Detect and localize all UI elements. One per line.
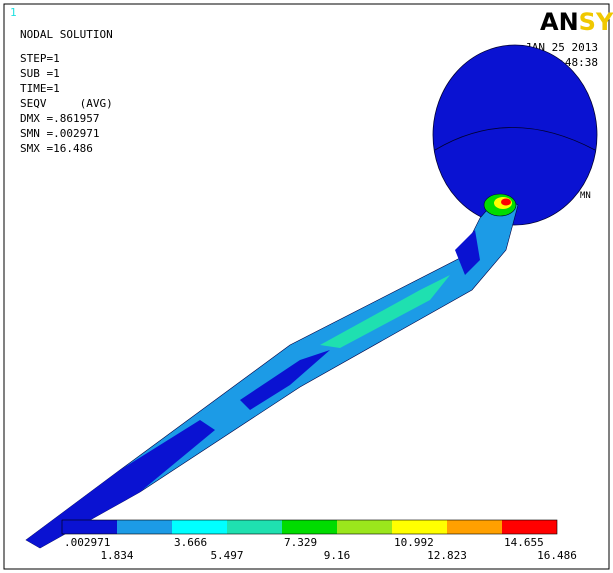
legend-band (172, 520, 227, 534)
header-line: SMX =16.486 (20, 142, 93, 155)
min-marker: MN (580, 191, 591, 201)
logo-an: AN (540, 8, 579, 36)
legend-label: .002971 (64, 536, 110, 549)
cup (432, 44, 598, 226)
legend-band (337, 520, 392, 534)
legend-label: 14.655 (504, 536, 544, 549)
header-line: TIME=1 (20, 82, 60, 95)
legend-band (282, 520, 337, 534)
legend-label: 9.16 (324, 549, 351, 562)
legend-label: 12.823 (427, 549, 467, 562)
header-line: STEP=1 (20, 52, 60, 65)
legend-label: 7.329 (284, 536, 317, 549)
legend-band (62, 520, 117, 534)
cup-rim (434, 127, 596, 151)
legend-label: 16.486 (537, 549, 577, 562)
header-line: DMX =.861957 (20, 112, 99, 125)
neck-max (501, 198, 511, 206)
stem-low-stress (455, 230, 480, 275)
stem-low-stress (240, 350, 330, 410)
legend-label: 5.497 (210, 549, 243, 562)
header-line: SEQV (AVG) (20, 97, 113, 110)
legend-label: 1.834 (100, 549, 133, 562)
model (25, 44, 598, 549)
legend-label: 3.666 (174, 536, 207, 549)
stem-low-stress (26, 420, 215, 548)
logo: ANSYS (540, 8, 613, 36)
legend-band (117, 520, 172, 534)
logo-sys: SYS (579, 8, 613, 36)
stem-mid-stress (320, 275, 450, 348)
legend-band (227, 520, 282, 534)
legend-label: 10.992 (394, 536, 434, 549)
window-number: 1 (10, 6, 17, 19)
header-lines: STEP=1 SUB =1 TIME=1 SEQV (AVG) DMX =.861957… (20, 52, 113, 155)
title: NODAL SOLUTION (20, 28, 113, 41)
header-line: SUB =1 (20, 67, 60, 80)
legend-band (502, 520, 557, 534)
legend-band (447, 520, 502, 534)
legend-border (61, 519, 558, 535)
header-line: SMN =.002971 (20, 127, 99, 140)
legend-band (392, 520, 447, 534)
